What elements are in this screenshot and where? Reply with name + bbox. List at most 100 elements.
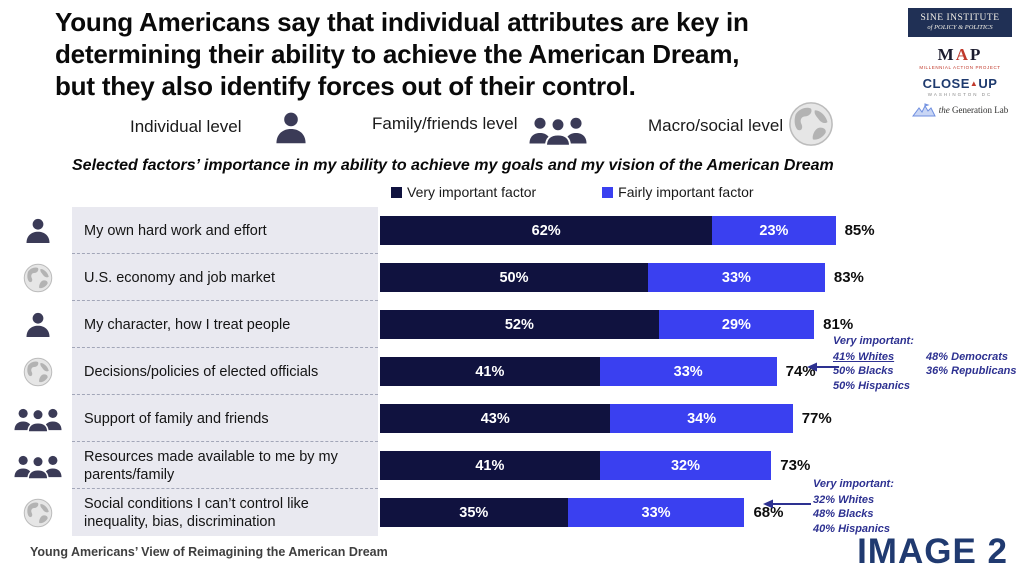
stacked-bar: 52% 29% 81% — [380, 310, 853, 339]
sine-institute-logo: SINE INSTITUTE of POLICY & POLITICS — [908, 8, 1012, 37]
chart-subtitle: Selected factors’ importance in my abili… — [72, 157, 834, 174]
total-label: 77% — [801, 410, 832, 427]
row-separator — [72, 253, 378, 254]
generation-lab-logo: the Generation Lab — [908, 103, 1012, 117]
fairly-important-segment: 33% — [648, 263, 825, 292]
very-important-swatch — [391, 186, 402, 198]
factor-label: Resources made available to me by my par… — [84, 448, 338, 483]
fairly-important-segment: 34% — [610, 404, 793, 433]
title-line: Young Americans say that individual attr… — [55, 7, 749, 37]
macro-level-icon — [12, 357, 64, 387]
fairly-important-segment: 32% — [599, 451, 772, 480]
stacked-bar: 62% 23% 85% — [380, 216, 875, 245]
legend-item-fairly-important: Fairly important factor — [602, 184, 754, 200]
social-conditions-annotation: Very important: 32% Whites 48% Blacks 40… — [813, 477, 963, 536]
very-important-segment: 50% — [380, 263, 648, 292]
total-label: 68% — [753, 504, 784, 521]
factor-label: Decisions/policies of elected officials — [84, 363, 319, 380]
macro-social-level-label: Macro/social level — [648, 116, 784, 135]
family-level-icon — [12, 451, 64, 481]
very-important-segment: 62% — [380, 216, 713, 245]
annotation-line: 32% Whites — [813, 493, 875, 506]
legend-item-very-important: Very important factor — [391, 184, 536, 200]
fairly-important-segment: 29% — [658, 310, 815, 339]
total-label: 83% — [833, 269, 864, 286]
annotation-line: 48% Democrats — [926, 350, 1008, 363]
chart-legend: Very important factor Fairly important f… — [391, 184, 754, 200]
title-line: determining their ability to achieve the… — [55, 39, 740, 69]
bar-chart: My own hard work and effort 62% 23% 85% U.S.… — [0, 207, 1024, 537]
chart-row: My own hard work and effort 62% 23% 85% — [0, 207, 1024, 254]
annotation-line: 36% Republicans — [926, 365, 1017, 377]
individual-level-icon — [272, 109, 310, 152]
factor-label: Social conditions I can’t control like i… — [84, 495, 309, 530]
row-separator — [72, 394, 378, 395]
chart-row: Decisions/policies of elected officials 4… — [0, 348, 1024, 395]
very-important-segment: 35% — [380, 498, 568, 527]
very-important-segment: 41% — [380, 357, 600, 386]
map-logo-word: MAP — [937, 45, 983, 64]
image-number-label: IMAGE 2 — [857, 532, 1008, 571]
annotation-line: 41% Whites — [833, 350, 895, 363]
annotation-line: 50% Blacks — [833, 365, 894, 377]
factor-label: U.S. economy and job market — [84, 269, 276, 286]
chart-row: Social conditions I can’t control like i… — [0, 489, 1024, 536]
annotation-line: 50% Hispanics — [833, 379, 911, 392]
mountain-icon — [911, 103, 936, 117]
fairly-important-segment: 33% — [599, 357, 777, 386]
family-level-icon — [12, 404, 64, 434]
fairly-important-segment: 33% — [567, 498, 745, 527]
stacked-bar: 41% 32% 73% — [380, 451, 810, 480]
annotation-header: Very important: — [813, 478, 894, 490]
factor-label: Support of family and friends — [84, 410, 269, 427]
closeup-triangle-icon: ▲ — [969, 79, 979, 88]
annotation-line: 48% Blacks — [813, 508, 874, 520]
sine-logo-line2: of POLICY & POLITICS — [927, 24, 993, 31]
macro-social-level-icon — [788, 101, 834, 152]
family-friends-level-icon — [526, 112, 590, 153]
logo-column: SINE INSTITUTE of POLICY & POLITICS MAP … — [908, 8, 1012, 117]
annotation-arrow-icon — [763, 499, 811, 509]
row-separator — [72, 300, 378, 301]
annotation-header: Very important: — [833, 335, 914, 347]
factor-label: My own hard work and effort — [84, 222, 267, 239]
annotation-arrow-icon — [807, 362, 839, 372]
fairly-important-swatch — [602, 186, 614, 198]
chart-row: Support of family and friends 43% 34% 77% — [0, 395, 1024, 442]
chart-row: U.S. economy and job market 50% 33% 83% — [0, 254, 1024, 301]
legend-label: Very important factor — [407, 184, 537, 200]
factor-label: My character, how I treat people — [84, 316, 291, 333]
individual-level-icon — [12, 310, 64, 340]
stacked-bar: 43% 34% 77% — [380, 404, 832, 433]
row-separator — [72, 441, 378, 442]
closeup-logo-sub: WASHINGTON DC — [927, 92, 993, 97]
fairly-important-segment: 23% — [712, 216, 836, 245]
macro-level-icon — [12, 263, 64, 293]
very-important-segment: 52% — [380, 310, 659, 339]
legend-label: Fairly important factor — [618, 184, 754, 200]
elected-officials-annotation: Very important: 41% Whites 50% Blacks 50… — [833, 334, 1023, 393]
map-logo: MAP MILLENNIAL ACTION PROJECT — [908, 45, 1012, 70]
very-important-segment: 43% — [380, 404, 611, 433]
individual-level-label: Individual level — [130, 117, 242, 136]
total-label: 73% — [780, 457, 811, 474]
stacked-bar: 50% 33% 83% — [380, 263, 864, 292]
map-logo-sub: MILLENNIAL ACTION PROJECT — [919, 65, 1001, 70]
label-column-background — [72, 207, 378, 536]
individual-level-icon — [12, 216, 64, 246]
family-friends-level-label: Family/friends level — [372, 114, 518, 133]
row-separator — [72, 488, 378, 489]
total-label: 85% — [844, 222, 875, 239]
annotation-line: 40% Hispanics — [813, 522, 891, 535]
stacked-bar: 41% 33% 74% — [380, 357, 816, 386]
page-title: Young Americans say that individual attr… — [55, 6, 915, 102]
chart-row: My character, how I treat people 52% 29% 81… — [0, 301, 1024, 348]
row-separator — [72, 347, 378, 348]
closeup-logo-word: CLOSE▲UP — [922, 76, 998, 91]
chart-row: Resources made available to me by my par… — [0, 442, 1024, 489]
total-label: 81% — [823, 316, 854, 333]
stacked-bar: 35% 33% 68% — [380, 498, 784, 527]
very-important-segment: 41% — [380, 451, 600, 480]
closeup-logo: CLOSE▲UP WASHINGTON DC — [908, 76, 1012, 97]
